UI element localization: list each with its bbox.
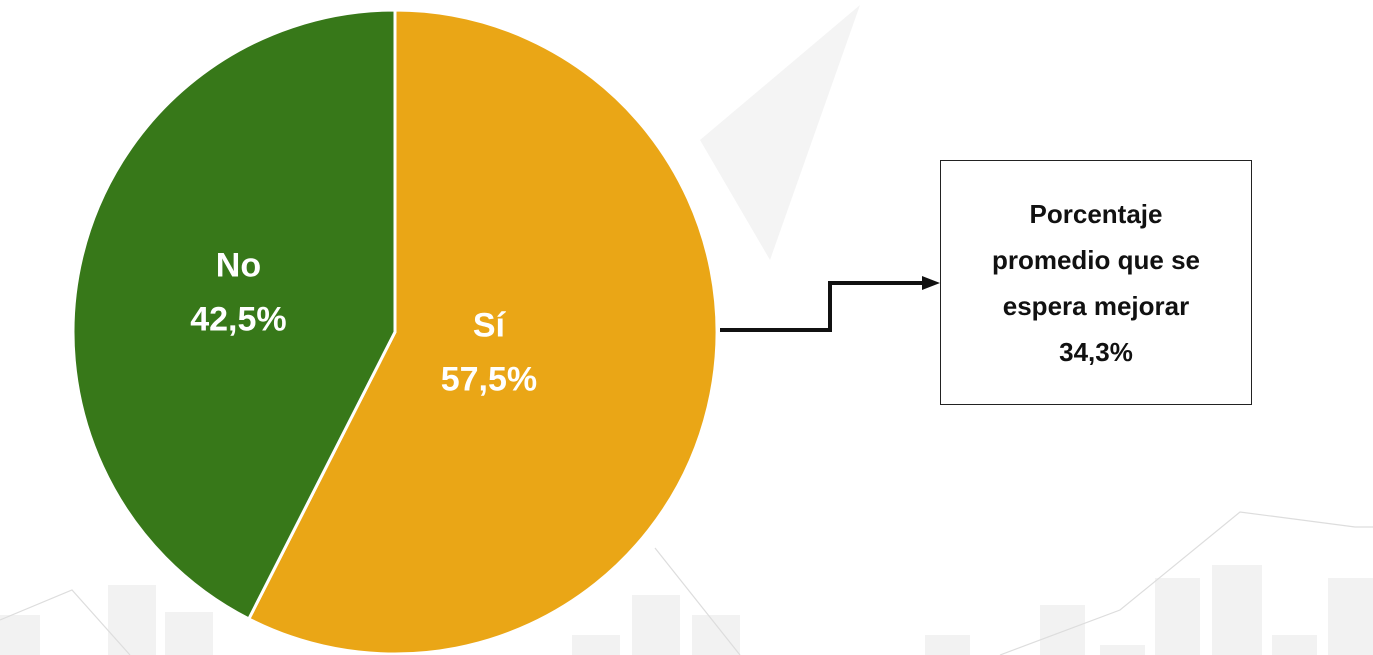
annotation-box: Porcentaje promedio que se espera mejora… — [940, 160, 1252, 405]
pie-slice — [71, 8, 397, 621]
arrow-head — [922, 276, 940, 290]
slice-category: Sí — [473, 307, 507, 345]
slice-value-label: 57,5% — [441, 361, 537, 399]
annotation-text: Porcentaje promedio que se espera mejora… — [991, 198, 1201, 321]
pie-slice — [246, 8, 719, 655]
slice-category: No — [216, 246, 261, 284]
connector-arrow — [720, 281, 925, 332]
background-lines — [0, 511, 1373, 655]
background-decor — [0, 5, 1373, 655]
slice-value-label: 42,5% — [190, 300, 286, 338]
annotation-value: 34,3% — [1059, 336, 1133, 367]
